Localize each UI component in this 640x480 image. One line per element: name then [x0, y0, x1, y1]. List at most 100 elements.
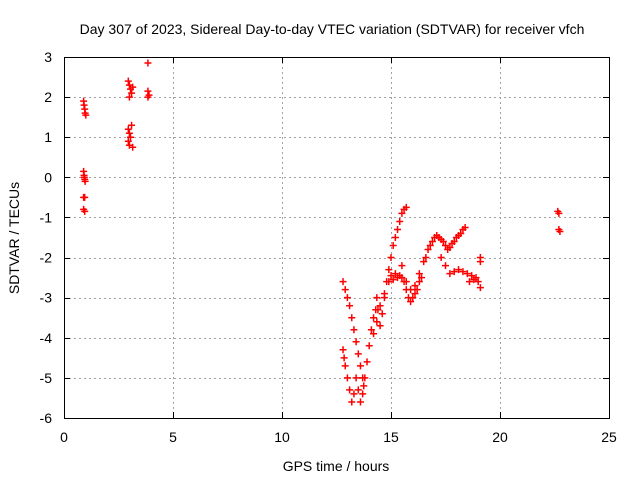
data-point-marker	[359, 390, 367, 398]
data-point-marker	[387, 254, 395, 262]
data-point-marker	[356, 398, 364, 406]
data-point-marker	[82, 111, 90, 119]
data-point-marker	[424, 246, 432, 254]
x-axis-title: GPS time / hours	[283, 458, 390, 474]
data-point-marker	[348, 398, 356, 406]
data-point-marker	[426, 242, 434, 250]
data-point-marker	[450, 268, 458, 276]
data-point-marker	[343, 294, 351, 302]
data-point-marker	[144, 59, 152, 67]
data-point-marker	[442, 242, 449, 250]
data-point-marker	[373, 294, 381, 302]
data-point-marker	[340, 354, 348, 362]
y-tick-label: -6	[40, 410, 53, 426]
data-point-marker	[398, 274, 406, 282]
y-tick-label: 1	[44, 129, 52, 145]
data-point-marker	[468, 272, 476, 280]
data-point-marker	[354, 386, 362, 394]
y-tick-label: 3	[44, 49, 52, 65]
data-point-marker	[125, 93, 133, 101]
data-point-marker	[391, 270, 399, 278]
data-point-marker	[346, 302, 354, 310]
data-point-marker	[81, 193, 89, 201]
data-point-marker	[411, 290, 419, 298]
data-point-marker	[339, 346, 347, 354]
data-point-marker	[374, 306, 382, 314]
data-point-marker	[354, 350, 362, 358]
data-point-marker	[124, 125, 132, 133]
data-point-marker	[124, 137, 132, 145]
data-point-marker	[413, 286, 421, 294]
data-point-marker	[409, 294, 417, 302]
data-point-marker	[339, 278, 347, 286]
data-point-marker	[376, 302, 384, 310]
data-point-marker	[81, 177, 89, 185]
y-tick-label: -3	[40, 290, 53, 306]
y-tick-label: -2	[40, 250, 53, 266]
data-point-marker	[394, 225, 402, 233]
data-point-marker	[389, 276, 397, 284]
data-point-marker	[346, 386, 354, 394]
data-point-marker	[402, 203, 410, 211]
data-point-marker	[370, 314, 378, 322]
y-tick-label: -5	[40, 370, 53, 386]
data-point-marker	[376, 322, 384, 330]
data-point-marker	[407, 286, 415, 294]
data-point-marker	[407, 298, 415, 306]
data-point-marker	[463, 270, 471, 278]
data-point-marker	[457, 229, 465, 237]
y-axis-title: SDTVAR / TECUs	[6, 182, 22, 294]
data-point-marker	[420, 258, 428, 266]
data-point-marker	[373, 318, 381, 326]
data-point-marker	[398, 209, 406, 217]
data-point-marker	[352, 338, 360, 346]
data-point-marker	[341, 362, 349, 370]
chart-title: Day 307 of 2023, Sidereal Day-to-day VTE…	[80, 21, 585, 37]
data-point-marker	[363, 358, 371, 366]
x-tick-label: 25	[601, 429, 617, 445]
data-point-marker	[80, 173, 88, 181]
axis-ticks	[64, 57, 610, 419]
data-point-marker	[352, 374, 360, 382]
data-points	[80, 59, 564, 406]
data-point-marker	[128, 89, 136, 97]
data-point-marker	[556, 227, 564, 235]
x-tick-label: 5	[169, 429, 177, 445]
data-point-marker	[450, 238, 458, 246]
data-point-marker	[446, 270, 454, 278]
y-tick-label: -4	[40, 330, 53, 346]
data-point-marker	[446, 244, 454, 252]
data-point-marker	[378, 310, 386, 318]
grid-lines	[64, 57, 609, 418]
data-point-marker	[144, 87, 152, 95]
data-point-marker	[348, 314, 356, 322]
data-point-marker	[125, 129, 133, 137]
data-point-marker	[81, 207, 89, 215]
y-tick-label: 2	[44, 89, 52, 105]
data-point-marker	[380, 290, 388, 298]
data-point-marker	[398, 262, 406, 270]
data-point-marker	[126, 133, 134, 141]
data-point-marker	[341, 286, 349, 294]
data-point-marker	[396, 217, 404, 225]
data-point-marker	[415, 278, 423, 286]
data-point-marker	[455, 266, 463, 274]
data-point-marker	[350, 390, 358, 398]
data-point-marker	[129, 83, 137, 91]
data-point-marker	[439, 238, 447, 246]
y-tick-label: -1	[40, 209, 53, 225]
data-point-marker	[385, 266, 393, 274]
data-point-marker	[343, 374, 351, 382]
data-point-marker	[128, 121, 136, 129]
data-point-marker	[474, 278, 482, 286]
data-point-marker	[470, 276, 478, 284]
data-point-marker	[350, 326, 358, 334]
data-point-marker	[389, 242, 397, 250]
plot-frame	[64, 57, 610, 419]
data-point-marker	[418, 274, 426, 282]
data-point-marker	[459, 268, 467, 276]
data-point-marker	[415, 270, 423, 278]
x-tick-label: 10	[274, 429, 290, 445]
